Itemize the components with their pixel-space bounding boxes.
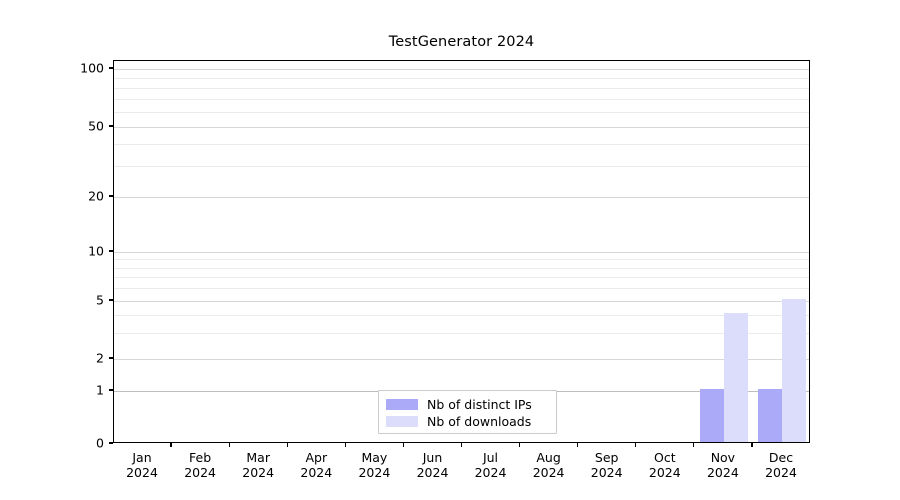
x-tick-label: Nov 2024 bbox=[706, 450, 739, 480]
x-tick-mark bbox=[228, 443, 230, 447]
x-tick-mark bbox=[170, 443, 172, 447]
legend-swatch-icon-downloads bbox=[386, 416, 418, 427]
gridline-major bbox=[114, 69, 809, 70]
x-tick-label: Sep 2024 bbox=[590, 450, 623, 480]
y-tick-mark bbox=[109, 67, 113, 69]
gridline-minor bbox=[114, 98, 809, 100]
x-tick-label: Dec 2024 bbox=[765, 450, 797, 480]
legend-label-downloads: Nb of downloads bbox=[427, 414, 532, 429]
y-tick-mark bbox=[109, 195, 113, 197]
gridline-minor bbox=[114, 259, 809, 261]
y-tick-label: 5 bbox=[96, 292, 104, 308]
y-tick-mark bbox=[109, 299, 113, 301]
gridline-major bbox=[114, 127, 809, 128]
legend-swatch-icon-ips bbox=[386, 399, 418, 410]
gridline-minor bbox=[114, 333, 809, 335]
y-tick-label: 100 bbox=[80, 60, 104, 76]
x-tick-label: Oct 2024 bbox=[648, 450, 681, 480]
x-tick-label: Jun 2024 bbox=[416, 450, 449, 480]
gridline-minor bbox=[114, 267, 809, 269]
x-tick-mark bbox=[460, 443, 463, 447]
y-tick-label: 2 bbox=[96, 350, 104, 366]
gridline-minor bbox=[114, 111, 809, 113]
bar-ips-10 bbox=[700, 389, 724, 442]
x-tick-mark bbox=[518, 443, 521, 447]
x-tick-label: Aug 2024 bbox=[532, 450, 565, 480]
x-tick-mark bbox=[286, 443, 288, 447]
y-tick-mark bbox=[109, 442, 113, 444]
gridline-major bbox=[114, 197, 809, 198]
gridline-major bbox=[114, 252, 809, 253]
y-tick-label: 0 bbox=[96, 435, 104, 451]
y-tick-label: 1 bbox=[96, 382, 104, 398]
page-title: TestGenerator 2024 bbox=[388, 34, 535, 50]
y-tick-mark bbox=[109, 250, 113, 252]
bar-downloads-10 bbox=[723, 313, 748, 442]
gridline-minor bbox=[114, 288, 809, 290]
y-tick-label: 10 bbox=[88, 243, 104, 259]
bar-downloads-11 bbox=[782, 299, 806, 442]
gridline-minor bbox=[114, 77, 809, 79]
gridline-major bbox=[114, 359, 809, 360]
x-tick-mark bbox=[693, 443, 695, 447]
x-tick-mark bbox=[402, 443, 405, 447]
chart-legend: Nb of distinct IPs Nb of downloads bbox=[378, 390, 557, 434]
gridline-minor bbox=[114, 315, 809, 317]
legend-label-ips: Nb of distinct IPs bbox=[427, 397, 532, 412]
legend-item-downloads: Nb of downloads bbox=[386, 413, 549, 430]
x-tick-label: Jul 2024 bbox=[474, 450, 507, 480]
x-tick-label: Feb 2024 bbox=[184, 450, 216, 480]
gridline-minor bbox=[114, 277, 809, 279]
plot-area bbox=[113, 60, 810, 443]
x-tick-label: Mar 2024 bbox=[242, 450, 275, 480]
x-tick-mark bbox=[344, 443, 346, 447]
y-tick-mark bbox=[109, 357, 113, 359]
gridline-major bbox=[114, 301, 809, 302]
gridline-minor bbox=[114, 144, 809, 145]
y-tick-mark bbox=[109, 125, 113, 127]
x-tick-mark bbox=[751, 443, 753, 447]
legend-item-ips: Nb of distinct IPs bbox=[386, 396, 549, 413]
x-tick-label: May 2024 bbox=[358, 450, 391, 480]
x-tick-mark bbox=[577, 443, 579, 447]
bar-ips-11 bbox=[758, 389, 782, 442]
x-tick-label: Apr 2024 bbox=[300, 450, 333, 480]
y-tick-mark bbox=[109, 389, 113, 391]
y-tick-label: 50 bbox=[88, 118, 104, 134]
gridline-minor bbox=[114, 87, 809, 89]
y-tick-label: 20 bbox=[88, 188, 104, 204]
x-tick-mark bbox=[635, 443, 637, 447]
gridline-minor bbox=[114, 166, 809, 167]
x-tick-label: Jan 2024 bbox=[126, 450, 158, 480]
